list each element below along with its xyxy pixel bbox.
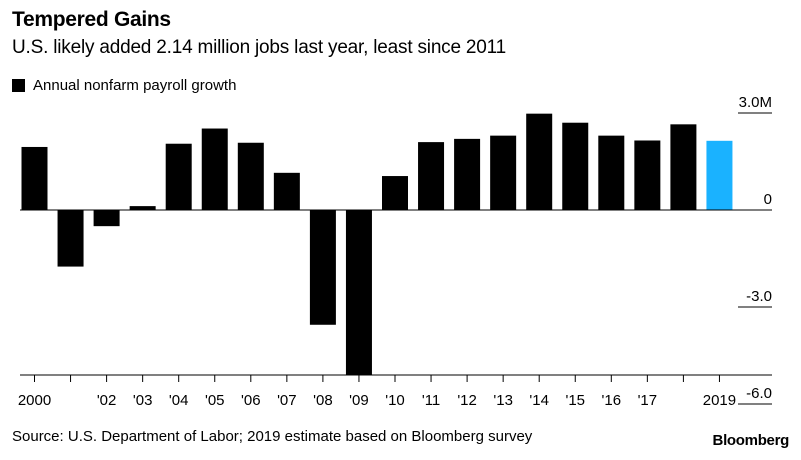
bar-'17 [634,140,661,210]
x-tick-label-'13: '13 [493,392,513,409]
bar-2000 [21,146,48,210]
y-tick-label-1: 0 [764,191,772,208]
legend-label: Annual nonfarm payroll growth [33,77,237,94]
bar-'06 [237,142,264,210]
x-tick-label-'02: '02 [97,392,117,409]
x-tick-label-2000: 2000 [18,392,51,409]
x-tick-label-'05: '05 [205,392,225,409]
x-tick-label-'04: '04 [169,392,189,409]
x-tick-label-'16: '16 [602,392,622,409]
y-tick-label-2: -3.0 [746,288,772,305]
bar-'16 [598,135,625,210]
bar-'05 [201,128,228,210]
bar-2018 [670,124,697,210]
x-tick-label-'12: '12 [457,392,477,409]
bar-'09 [345,210,372,375]
x-tick-label-'14: '14 [529,392,549,409]
x-tick-label-'15: '15 [565,392,585,409]
chart-title: Tempered Gains [12,8,171,31]
x-tick-label-'06: '06 [241,392,261,409]
bar-2019 [706,140,733,210]
x-tick-label-'09: '09 [349,392,369,409]
y-tick-label-3: -6.0 [746,385,772,402]
bar-'08 [309,210,336,325]
chart-subtitle: U.S. likely added 2.14 million jobs last… [12,37,506,58]
bar-'02 [93,210,120,227]
bar-'15 [562,122,589,210]
x-tick-label-2019: 2019 [703,392,736,409]
bar-'12 [454,138,481,210]
y-tick-label-0: 3.0M [739,94,772,111]
bar-'11 [418,142,445,210]
bar-'14 [526,113,553,210]
x-tick-label-'03: '03 [133,392,153,409]
bar-'10 [382,176,408,210]
legend-swatch [12,79,25,92]
x-tick-label-'17: '17 [638,392,658,409]
bloomberg-logo: Bloomberg [712,432,790,449]
source-note: Source: U.S. Department of Labor; 2019 e… [12,428,533,445]
bar-'07 [273,172,300,210]
bar-'03 [129,206,156,210]
x-tick-label-'10: '10 [385,392,405,409]
legend: Annual nonfarm payroll growth [12,77,236,94]
bar-'04 [165,143,192,210]
x-tick-label-'07: '07 [277,392,297,409]
x-tick-label-'08: '08 [313,392,333,409]
bar-2001 [57,210,84,267]
x-tick-label-'11: '11 [422,392,440,409]
bar-'13 [490,135,517,210]
